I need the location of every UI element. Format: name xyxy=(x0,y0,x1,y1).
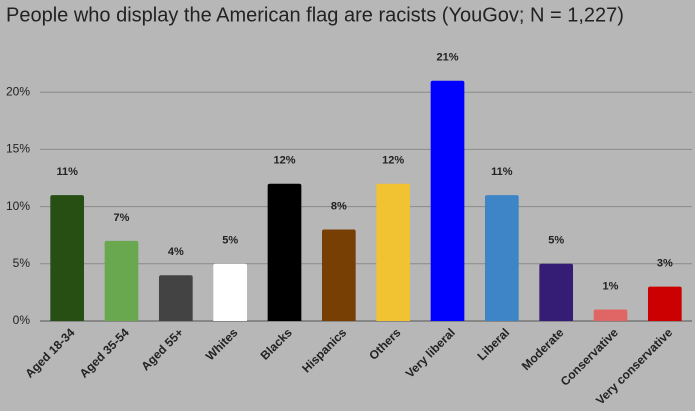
bar xyxy=(267,183,302,321)
value-label: 5% xyxy=(222,235,238,247)
value-label: 4% xyxy=(168,246,184,258)
bar xyxy=(104,240,139,321)
value-label: 11% xyxy=(56,166,78,178)
bar xyxy=(213,263,248,321)
y-tick-label: 5% xyxy=(13,256,31,270)
value-label: 8% xyxy=(331,200,347,212)
bar xyxy=(647,286,682,321)
bar xyxy=(430,80,465,321)
bar xyxy=(158,275,193,321)
bar xyxy=(593,309,628,321)
bar xyxy=(539,263,574,321)
bar xyxy=(50,195,85,321)
value-label: 5% xyxy=(548,235,564,247)
value-label: 3% xyxy=(657,258,673,270)
value-label: 12% xyxy=(382,155,404,167)
bar xyxy=(376,183,411,321)
value-label: 21% xyxy=(436,52,458,64)
value-label: 7% xyxy=(114,212,130,224)
y-tick-label: 0% xyxy=(13,313,31,327)
chart-title: People who display the American flag are… xyxy=(6,4,624,26)
value-label: 11% xyxy=(491,166,513,178)
value-label: 1% xyxy=(603,280,619,292)
y-tick-label: 20% xyxy=(6,84,30,98)
bar xyxy=(484,195,519,321)
y-tick-label: 15% xyxy=(6,142,30,156)
y-tick-label: 10% xyxy=(6,199,30,213)
value-label: 12% xyxy=(273,155,295,167)
bar xyxy=(321,229,356,321)
